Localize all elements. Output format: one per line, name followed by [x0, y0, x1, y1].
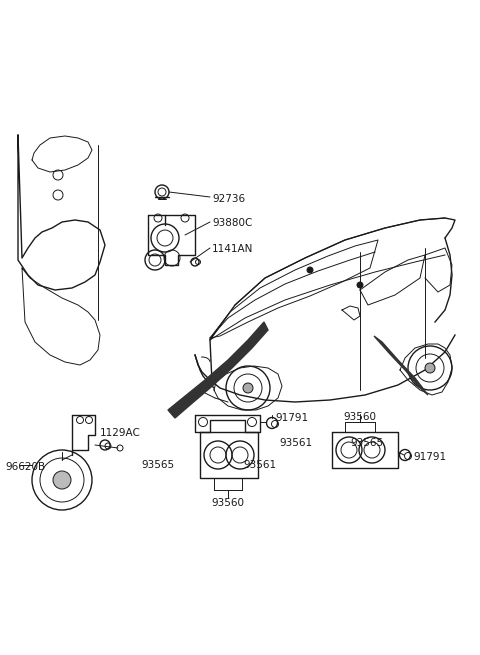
Text: 93560: 93560 [212, 498, 244, 508]
Text: 93561: 93561 [280, 438, 313, 448]
Circle shape [425, 363, 435, 373]
Text: 93565: 93565 [142, 460, 175, 470]
Text: 1129AC: 1129AC [100, 428, 141, 438]
Circle shape [357, 282, 363, 288]
Text: 93560: 93560 [344, 412, 376, 422]
Polygon shape [374, 336, 428, 395]
Text: 93880C: 93880C [212, 218, 252, 228]
Circle shape [307, 267, 313, 273]
Polygon shape [168, 322, 268, 418]
Text: 96620B: 96620B [5, 462, 45, 472]
Text: 93561: 93561 [243, 460, 276, 470]
Circle shape [243, 383, 253, 393]
Circle shape [53, 471, 71, 489]
Text: 91791: 91791 [275, 413, 308, 423]
Text: 93565: 93565 [350, 438, 383, 448]
Text: 1141AN: 1141AN [212, 244, 253, 254]
Text: 91791: 91791 [413, 452, 446, 462]
Text: 92736: 92736 [212, 194, 245, 204]
